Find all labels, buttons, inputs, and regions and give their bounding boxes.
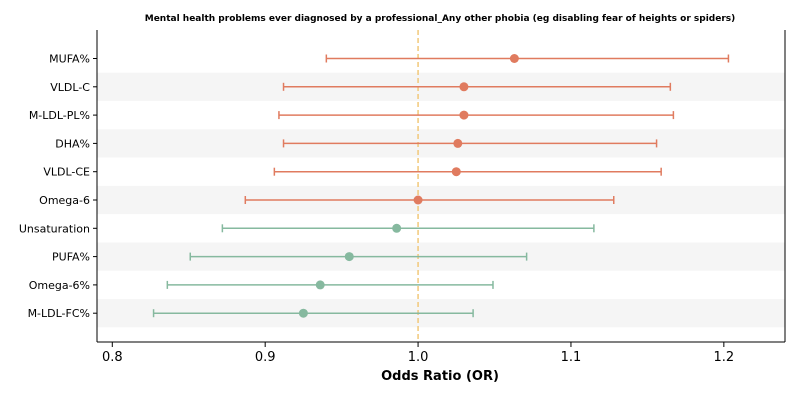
y-tick-label: M-LDL-PL%: [29, 109, 90, 122]
forest-row: M-LDL-FC%: [28, 307, 474, 320]
forest-rows: MUFA% VLDL-C M-LDL-PL% DHA% VLDL-CE Omega-6 Un…: [19, 53, 730, 320]
y-tick-label: VLDL-CE: [43, 166, 90, 179]
or-point: [453, 138, 463, 148]
forest-row: VLDL-C: [50, 81, 672, 94]
y-tick-label: Unsaturation: [19, 222, 90, 235]
or-point: [344, 252, 354, 262]
or-point: [413, 195, 423, 205]
y-tick-label: Omega-6: [39, 194, 90, 207]
or-point: [392, 223, 402, 233]
forest-row: Unsaturation: [19, 222, 595, 235]
forest-row: PUFA%: [52, 251, 528, 264]
forest-row: Omega-6%: [29, 279, 494, 292]
axes: 0.8 0.9 1.0 1.1 1.2: [96, 30, 786, 365]
x-tick-label: 0.8: [102, 350, 123, 365]
forest-row: VLDL-CE: [43, 166, 662, 179]
y-tick-label: MUFA%: [49, 53, 90, 66]
or-point: [509, 54, 519, 63]
y-tick-label: M-LDL-FC%: [28, 307, 90, 320]
forest-row: M-LDL-PL%: [29, 109, 675, 122]
forest-row: Omega-6: [39, 194, 615, 207]
forest-row: MUFA%: [49, 53, 730, 66]
or-point: [459, 110, 469, 120]
y-tick-label: VLDL-C: [50, 81, 90, 94]
chart-title: Mental health problems ever diagnosed by…: [145, 14, 736, 24]
x-axis-label: Odds Ratio (OR): [381, 369, 499, 384]
y-tick-label: Omega-6%: [29, 279, 90, 292]
x-tick-label: 0.9: [255, 350, 276, 365]
or-point: [459, 82, 469, 92]
x-tick-label: 1.0: [408, 350, 429, 365]
x-tick-label: 1.2: [714, 350, 735, 365]
or-point: [298, 308, 308, 318]
y-tick-label: DHA%: [55, 137, 90, 150]
forest-row: DHA%: [55, 137, 658, 150]
or-point: [315, 280, 325, 290]
x-tick-label: 1.1: [561, 350, 582, 365]
y-tick-label: PUFA%: [52, 251, 90, 264]
or-point: [451, 167, 461, 177]
